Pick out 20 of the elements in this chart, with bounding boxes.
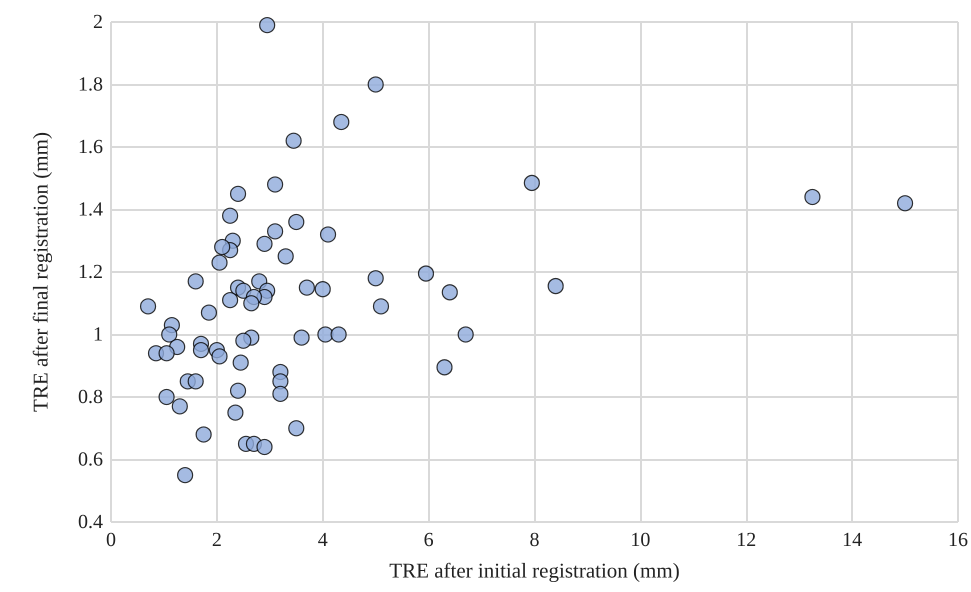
y-tick-label: 0.4: [78, 511, 103, 533]
x-tick-label: 10: [630, 529, 650, 551]
x-tick-label: 14: [842, 529, 862, 551]
y-tick-label: 1.6: [78, 136, 103, 158]
x-tick-label: 4: [318, 529, 328, 551]
y-tick-label: 1.4: [78, 198, 103, 220]
y-tick-label: 1.8: [78, 74, 103, 96]
x-tick-label: 12: [736, 529, 756, 551]
y-tick-label: 1: [93, 324, 103, 346]
y-tick-label: 0.6: [78, 448, 103, 470]
x-tick-label: 2: [212, 529, 222, 551]
y-tick-label: 0.8: [78, 386, 103, 408]
y-axis-title: TRE after final registration (mm): [28, 132, 52, 412]
y-tick-label: 1.2: [78, 261, 103, 283]
x-axis-title: TRE after initial registration (mm): [389, 558, 680, 582]
x-tick-label: 6: [424, 529, 434, 551]
x-tick-label: 8: [530, 529, 540, 551]
y-tick-label: 2: [93, 11, 103, 33]
x-tick-label: 0: [106, 529, 116, 551]
x-tick-label: 16: [948, 529, 968, 551]
